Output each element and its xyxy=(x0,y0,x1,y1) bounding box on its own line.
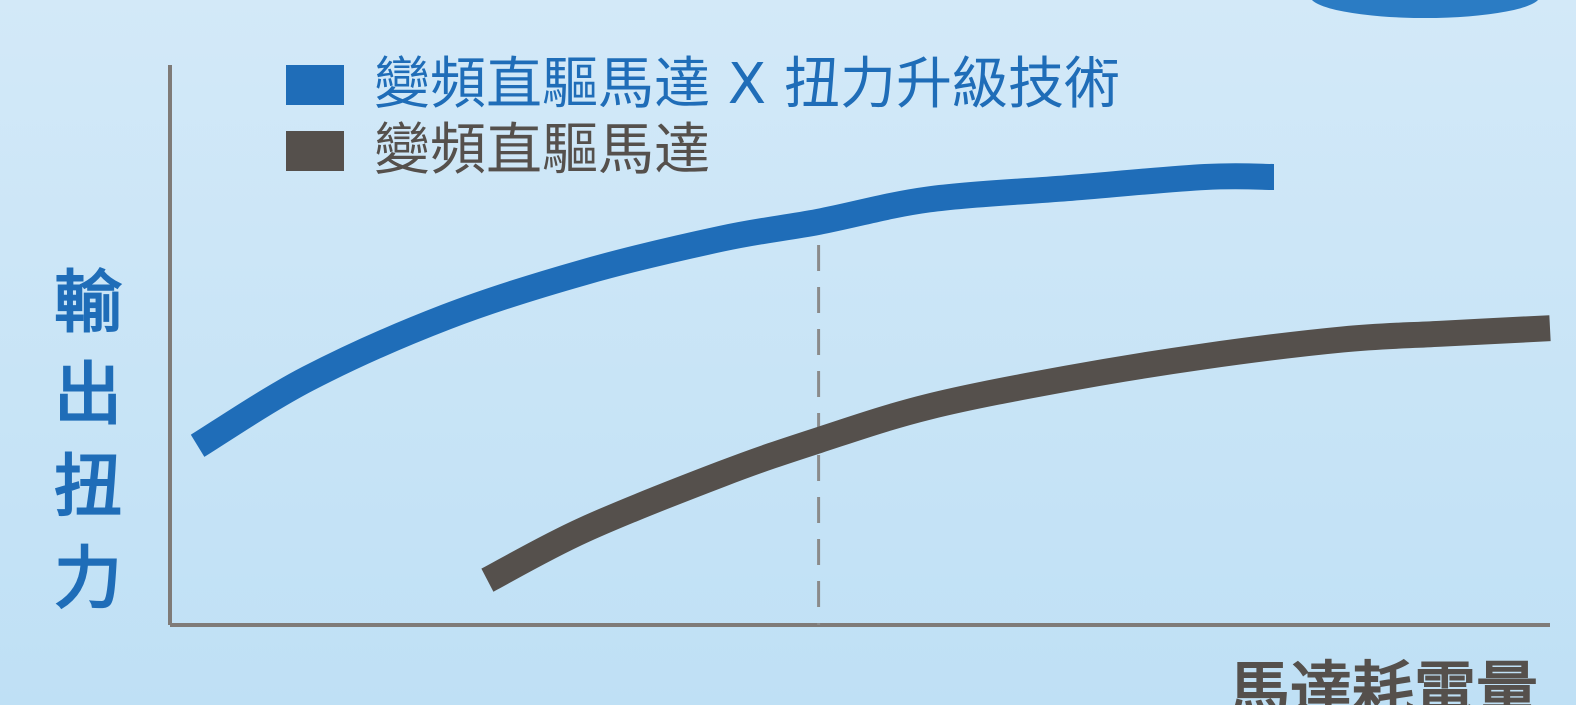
chart-legend: 變頻直驅馬達 X 扭力升級技術 變頻直驅馬達 xyxy=(286,52,1120,184)
legend-swatch-standard xyxy=(286,131,344,171)
series-line-standard xyxy=(481,315,1551,592)
decorative-ellipse xyxy=(1310,0,1540,18)
series-line-upgraded xyxy=(190,163,1275,457)
x-axis-label: 馬達耗電量 xyxy=(1228,654,1539,705)
legend-swatch-upgraded xyxy=(286,65,344,105)
legend-item-upgraded: 變頻直驅馬達 X 扭力升級技術 xyxy=(286,52,1120,118)
legend-label-standard: 變頻直驅馬達 xyxy=(374,118,710,183)
y-axis-label: 輸出扭力 xyxy=(53,264,122,619)
legend-item-standard: 變頻直驅馬達 xyxy=(286,118,1120,184)
legend-label-upgraded: 變頻直驅馬達 X 扭力升級技術 xyxy=(374,52,1120,117)
